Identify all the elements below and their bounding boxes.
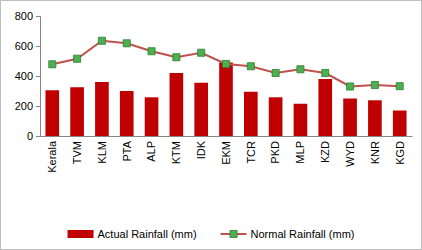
- y-tick: 600: [15, 40, 40, 52]
- chart-frame: [1, 1, 422, 250]
- y-tick-label: 200: [15, 100, 33, 112]
- x-tick-label: WYD: [344, 141, 356, 167]
- x-tick-label: PTA: [121, 140, 133, 161]
- marker: [322, 69, 329, 76]
- plot: 0 200 400 600 800 Kerala TVM KLM PTA ALP KTM IDK EKM…: [15, 10, 413, 173]
- x-tick: KLM: [96, 141, 108, 164]
- y-tick: 800: [15, 10, 40, 22]
- marker: [247, 63, 254, 70]
- x-axis-line: [41, 136, 413, 137]
- line: [52, 41, 399, 87]
- marker: [49, 61, 56, 68]
- marker: [347, 83, 354, 90]
- y-tick-label: 400: [15, 70, 33, 82]
- x-tick: EKM: [220, 141, 232, 165]
- bar: [294, 104, 308, 136]
- y-tick-mark: [36, 46, 40, 47]
- x-tick: TCR: [245, 141, 257, 164]
- bar: [120, 91, 134, 136]
- y-tick-mark: [36, 16, 40, 17]
- y-axis-line: [36, 17, 41, 137]
- x-tick: WYD: [344, 141, 356, 167]
- x-tick: ALP: [145, 141, 157, 162]
- x-tick-label: TVM: [71, 141, 83, 164]
- legend-swatch: [68, 230, 94, 238]
- bar: [70, 87, 84, 136]
- x-tick-label: MLP: [294, 141, 306, 164]
- y-tick-label: 800: [15, 10, 33, 22]
- chart: 0 200 400 600 800 Kerala TVM KLM PTA ALP KTM IDK EKM…: [0, 0, 422, 250]
- bar: [343, 99, 357, 137]
- legend-item: Actual Rainfall (mm): [68, 228, 197, 240]
- y-axis: 0 200 400 600 800: [15, 10, 41, 142]
- y-tick: 400: [15, 70, 40, 82]
- marker: [198, 49, 205, 56]
- marker: [396, 83, 403, 90]
- bar: [269, 97, 283, 136]
- x-tick: Kerala: [46, 140, 58, 173]
- x-tick-label: TCR: [245, 141, 257, 164]
- x-tick-label: KNR: [369, 141, 381, 164]
- bar: [318, 79, 332, 136]
- x-tick: IDK: [195, 140, 207, 159]
- marker: [272, 69, 279, 76]
- marker: [297, 66, 304, 73]
- x-tick: KNR: [369, 141, 381, 164]
- x-tick: PKD: [269, 141, 281, 164]
- legend: Actual Rainfall (mm) Normal Rainfall (mm): [68, 228, 355, 240]
- y-tick: 200: [15, 100, 40, 112]
- bar: [244, 92, 258, 136]
- bar: [194, 83, 208, 136]
- x-axis: Kerala TVM KLM PTA ALP KTM IDK EKM TCR PKD MLP KZD W…: [41, 137, 413, 173]
- x-tick-label: IDK: [195, 140, 207, 159]
- marker: [148, 48, 155, 55]
- x-tick-label: KTM: [170, 141, 182, 164]
- x-tick-label: KZD: [319, 141, 331, 163]
- marker: [98, 37, 105, 44]
- marker: [173, 54, 180, 61]
- x-tick: PTA: [121, 140, 133, 161]
- bar: [170, 73, 184, 136]
- bar: [219, 63, 233, 137]
- marker: [371, 81, 378, 88]
- bar: [368, 100, 382, 136]
- bar-series: [45, 63, 406, 137]
- x-tick-label: ALP: [145, 141, 157, 162]
- legend-label: Normal Rainfall (mm): [251, 228, 355, 240]
- y-tick: 0: [27, 130, 40, 142]
- x-tick: MLP: [294, 141, 306, 164]
- y-tick-mark: [36, 136, 40, 137]
- bar: [393, 111, 407, 137]
- marks: [45, 37, 406, 136]
- y-tick-label: 0: [27, 130, 33, 142]
- bar: [145, 97, 159, 136]
- bar: [45, 90, 59, 136]
- x-tick-label: PKD: [269, 141, 281, 164]
- legend-label: Actual Rainfall (mm): [98, 228, 197, 240]
- legend-item: Normal Rainfall (mm): [221, 228, 355, 240]
- legend-marker: [230, 230, 237, 237]
- marker: [222, 60, 229, 67]
- x-tick: KTM: [170, 141, 182, 164]
- x-tick-label: EKM: [220, 141, 232, 165]
- y-tick-mark: [36, 76, 40, 77]
- x-tick: TVM: [71, 141, 83, 164]
- x-tick-label: Kerala: [46, 140, 58, 173]
- x-tick-label: KGD: [394, 141, 406, 165]
- bar: [95, 82, 109, 136]
- marker: [123, 40, 130, 47]
- x-tick: KGD: [394, 141, 406, 165]
- x-tick-label: KLM: [96, 141, 108, 164]
- x-tick: KZD: [319, 141, 331, 163]
- markers: [49, 37, 404, 90]
- y-tick-mark: [36, 106, 40, 107]
- marker: [74, 55, 81, 62]
- y-tick-label: 600: [15, 40, 33, 52]
